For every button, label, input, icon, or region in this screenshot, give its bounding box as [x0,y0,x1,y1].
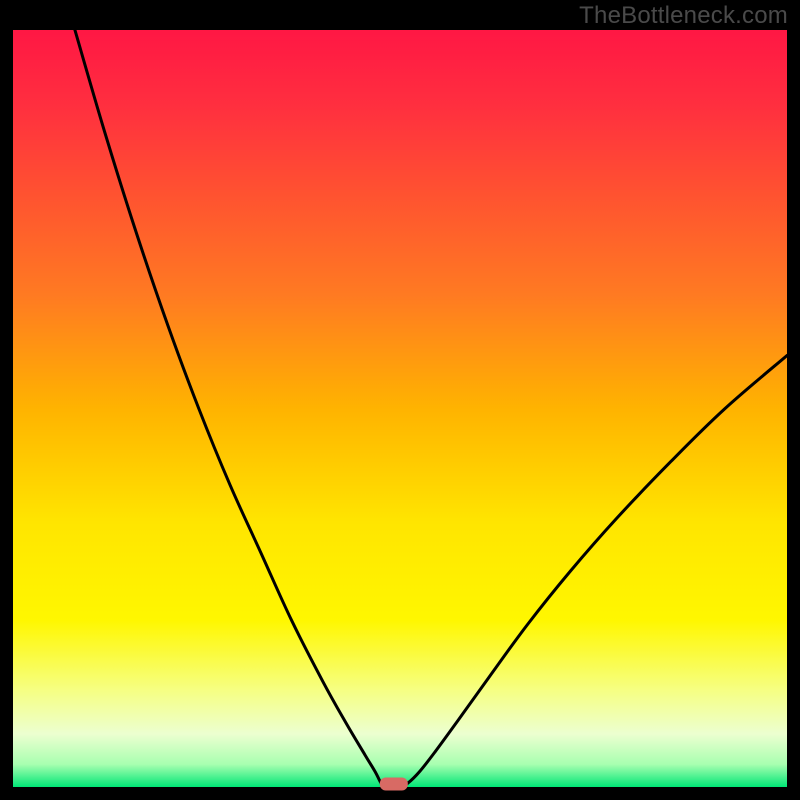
plot-area [13,30,787,787]
chart-container: TheBottleneck.com [0,0,800,800]
watermark-text: TheBottleneck.com [579,2,788,30]
